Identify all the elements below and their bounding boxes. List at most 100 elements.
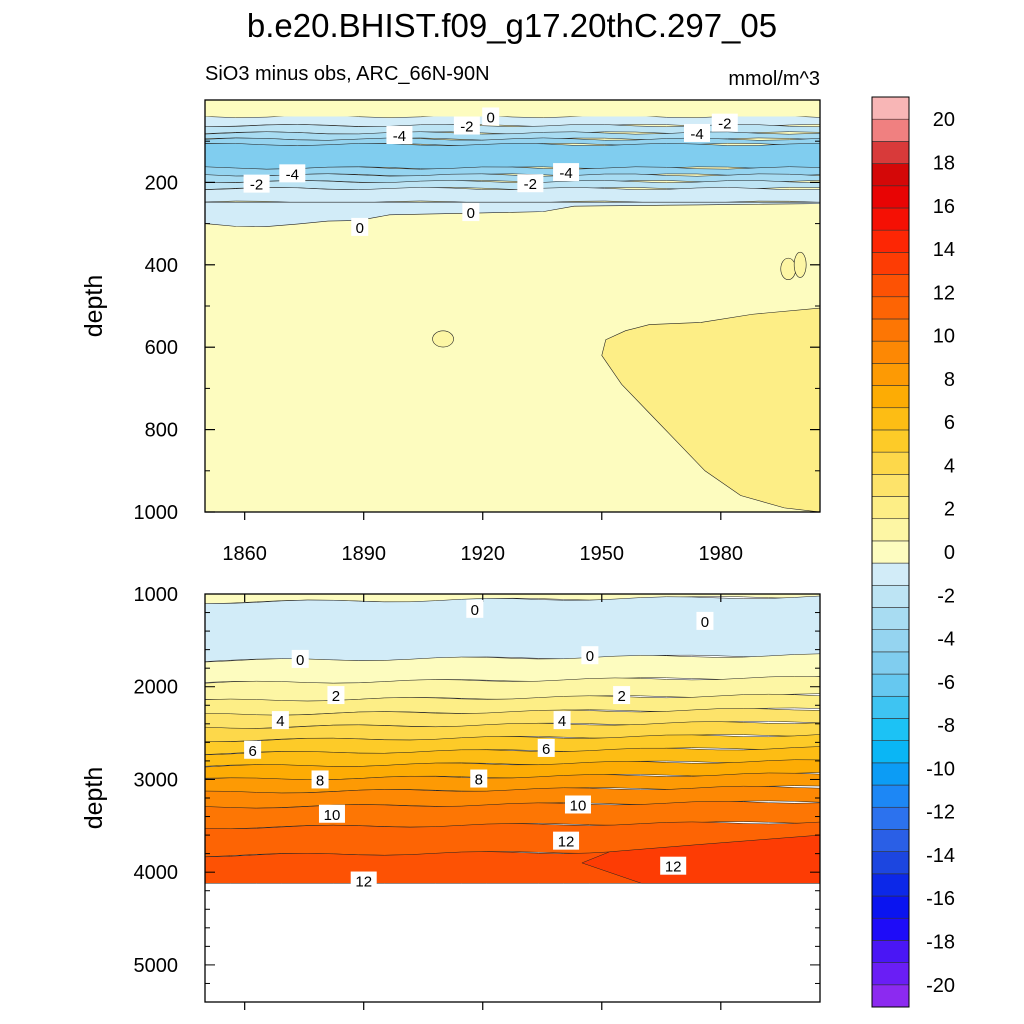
upper-surface-band [205,100,820,117]
colorbar-tick-label: -20 [926,975,955,997]
lower-contour-label-bg [470,769,488,788]
colorbar-swatch [871,940,910,963]
colorbar-tick-label: 10 [933,326,955,348]
upper-blob [793,251,807,278]
lower-contour-label-bg [327,686,345,705]
lower-ytick-label: 2000 [134,677,179,699]
colorbar-tick-label: 2 [944,499,955,521]
lower-ytick-label: 1000 [134,584,179,606]
colorbar-swatch [871,451,910,475]
colorbar-tick-label: 12 [933,282,955,304]
colorbar-swatch [871,584,910,608]
colorbar-tick-label: 8 [944,369,955,391]
upper-xtick-label: 1980 [699,543,744,565]
upper-contour-label-bg [553,163,580,182]
upper-contour-label: 0 [467,205,475,222]
colorbar-tick-label: 18 [933,152,955,174]
colorbar-swatch [871,118,910,142]
lower-ytick-label: 5000 [134,955,179,977]
lower-contour-label: 2 [617,688,625,705]
lower-contour-label-bg [350,871,377,890]
colorbar-swatch [871,296,910,320]
lower-contour-label: 12 [355,874,372,891]
colorbar-swatch [871,429,910,453]
chart-subtitle: SiO3 minus obs, ARC_66N-90N [205,63,490,85]
colorbar-swatch [871,740,910,764]
colorbar-swatch [871,917,910,941]
colorbar-tick-label: 4 [944,455,955,477]
upper-blob [432,330,454,348]
colorbar-swatch [871,762,910,786]
colorbar-swatch [871,407,910,431]
upper-contour-label-bg [517,174,544,193]
colorbar-swatch [871,695,910,719]
lower-contour-label-bg [466,599,484,618]
upper-contour-label: -2 [718,116,731,133]
colorbar-swatch [871,518,910,542]
colorbar-swatch [871,673,910,697]
colorbar-swatch [871,962,910,986]
colorbar-swatch [871,895,910,919]
upper-xtick-label: 1920 [460,543,505,565]
lower-contour-label: 6 [542,741,550,758]
upper-contour-label-bg [684,123,710,142]
colorbar-swatch [871,629,910,653]
colorbar-swatch [871,385,910,409]
colorbar-swatch [871,229,910,253]
upper-contour-label: 0 [487,109,495,126]
upper-contour-label: -4 [690,126,703,143]
lower-contour-label: 8 [475,772,483,789]
upper-contour-label: -4 [286,166,299,183]
lower-ylabel: depth [80,767,108,830]
colorbar-tick-label: 16 [933,196,955,218]
upper-contour-label: -2 [460,119,473,136]
colorbar-swatch [871,829,910,852]
lower-contour-label: 0 [586,648,594,665]
colorbar-swatch [871,607,910,630]
upper-ytick-label: 400 [145,255,178,277]
colorbar-swatch [871,163,910,187]
colorbar-swatch [871,718,910,741]
upper-contour-label: 0 [356,220,364,237]
colorbar: -20-18-16-14-12-10-8-6-4-202468101214161… [871,96,955,1008]
units-label: mmol/m^3 [728,68,820,90]
colorbar-tick-label: 6 [944,412,955,434]
lower-contour-label-bg [311,770,329,789]
colorbar-swatch [871,651,910,675]
lower-contour-label: 0 [701,614,709,631]
upper-contour-label-bg [482,107,500,126]
lower-contour-label-bg [318,804,345,823]
upper-xtick-label: 1860 [222,543,267,565]
lower-contour-label-bg [581,646,599,665]
colorbar-tick-label: -12 [926,802,955,824]
upper-ylabel: depth [80,275,108,338]
lower-contour-label-bg [564,795,591,814]
colorbar-swatch [871,207,910,231]
upper-contour-label-bg [279,164,306,183]
lower-contour-label: 12 [665,859,682,876]
colorbar-swatch [871,141,910,164]
colorbar-swatch [871,873,910,897]
upper-contour-label-bg [351,217,369,236]
lower-contour-label-bg [537,738,555,757]
colorbar-swatch [871,562,910,586]
colorbar-swatch [871,96,910,120]
colorbar-swatch [871,474,910,497]
lower-contour-label-bg [613,686,631,705]
lower-contour-label: 0 [296,652,304,669]
colorbar-swatch [871,784,910,808]
lower-contour-label-bg [660,856,687,875]
colorbar-tick-label: -18 [926,932,955,954]
upper-contour-label-bg [453,116,480,135]
lower-contour-label: 10 [324,807,341,824]
upper-contour-label: -4 [559,165,572,182]
colorbar-swatch [871,806,910,830]
colorbar-tick-label: -8 [937,715,955,737]
colorbar-tick-label: -4 [937,629,955,651]
lower-contour-label: 8 [316,772,324,789]
lower-contour-label: 2 [332,688,340,705]
lower-contour-label: 10 [570,797,587,814]
